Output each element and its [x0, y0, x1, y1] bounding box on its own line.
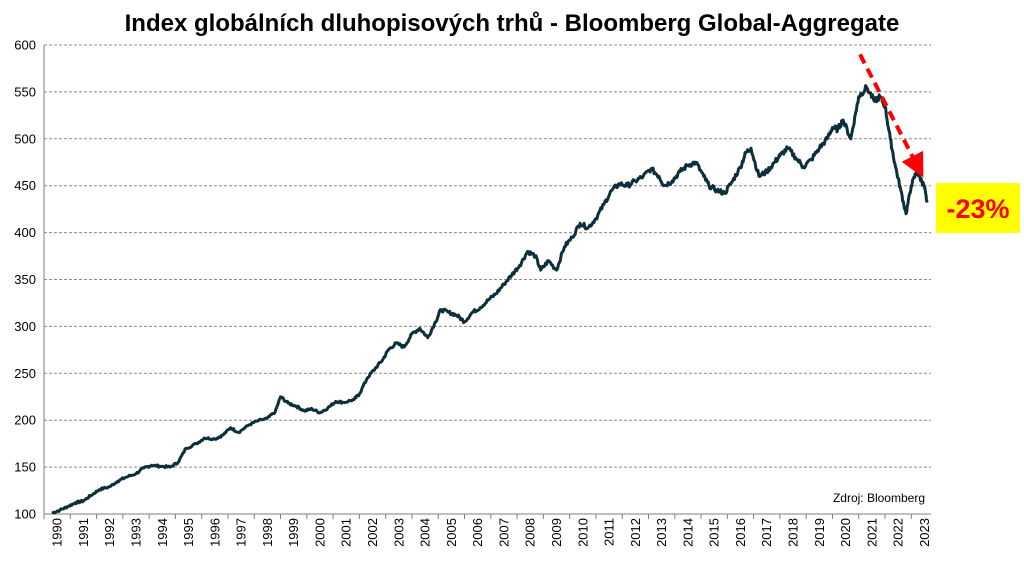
y-tick-label: 150: [14, 460, 36, 475]
x-tick-label: 2018: [786, 518, 801, 547]
y-tick-label: 400: [14, 225, 36, 240]
source-note: Zdroj: Bloomberg: [833, 491, 925, 505]
x-tick-label: 2020: [838, 518, 853, 547]
x-tick-label: 2021: [864, 518, 879, 547]
x-tick-label: 2023: [917, 518, 932, 547]
x-tick-label: 2013: [654, 518, 669, 547]
gridlines: [44, 44, 931, 468]
x-tick-label: 1991: [76, 518, 91, 547]
x-tick-label: 1998: [260, 518, 275, 547]
x-tick-label: 2012: [628, 518, 643, 547]
x-tick-label: 1999: [286, 518, 301, 547]
x-tick-label: 2006: [470, 518, 485, 547]
x-tick-label: 2001: [339, 518, 354, 547]
x-tick-label: 2002: [365, 518, 380, 547]
decline-arrow: [858, 53, 924, 178]
x-tick-label: 2000: [312, 518, 327, 547]
x-tick-label: 1992: [102, 518, 117, 547]
decline-callout-box: [936, 183, 1020, 233]
x-tick-label: 2009: [549, 518, 564, 547]
x-tick-label: 1990: [50, 518, 65, 547]
series-group: [51, 84, 929, 515]
y-tick-label: 500: [14, 131, 36, 146]
decline-callout-label: -23%: [946, 194, 1009, 224]
x-tick-label: 2005: [444, 518, 459, 547]
x-tick-label: 1993: [128, 518, 143, 547]
y-tick-label: 200: [14, 413, 36, 428]
x-tick-label: 2014: [680, 518, 695, 547]
x-tick-label: 2017: [759, 518, 774, 547]
y-tick-label: 450: [14, 178, 36, 193]
x-tick-label: 2015: [707, 518, 722, 547]
x-tick-label: 2007: [496, 518, 511, 547]
y-tick-label: 100: [14, 507, 36, 522]
series-line: [51, 84, 929, 515]
x-tick-label: 2016: [733, 518, 748, 547]
x-tick-label: 1995: [181, 518, 196, 547]
x-tick-label: 2003: [391, 518, 406, 547]
x-tick-label: 2019: [812, 518, 827, 547]
x-tick-label: 2008: [523, 518, 538, 547]
y-tick-label: 300: [14, 319, 36, 334]
y-axis-ticks: 100 150 200 250 300 350 400 450 500 550 600: [14, 38, 36, 522]
x-tick-label: 2004: [418, 518, 433, 547]
chart-title: Index globálních dluhopisových trhů - Bl…: [125, 10, 900, 37]
y-tick-label: 250: [14, 366, 36, 381]
y-tick-label: 550: [14, 84, 36, 99]
x-tick-label: 1996: [207, 518, 222, 547]
x-tick-label: 2010: [575, 518, 590, 547]
x-tick-label: 2011: [602, 518, 617, 546]
x-tick-label: 2022: [891, 518, 906, 547]
y-tick-label: 350: [14, 272, 36, 287]
x-axis-ticks: 1990 1991 1992 1993 1994 1995 1996 1997 1998 1999…: [43, 514, 932, 547]
x-tick-label: 1994: [155, 518, 170, 547]
y-tick-label: 600: [14, 38, 36, 53]
x-tick-label: 1997: [234, 518, 249, 547]
